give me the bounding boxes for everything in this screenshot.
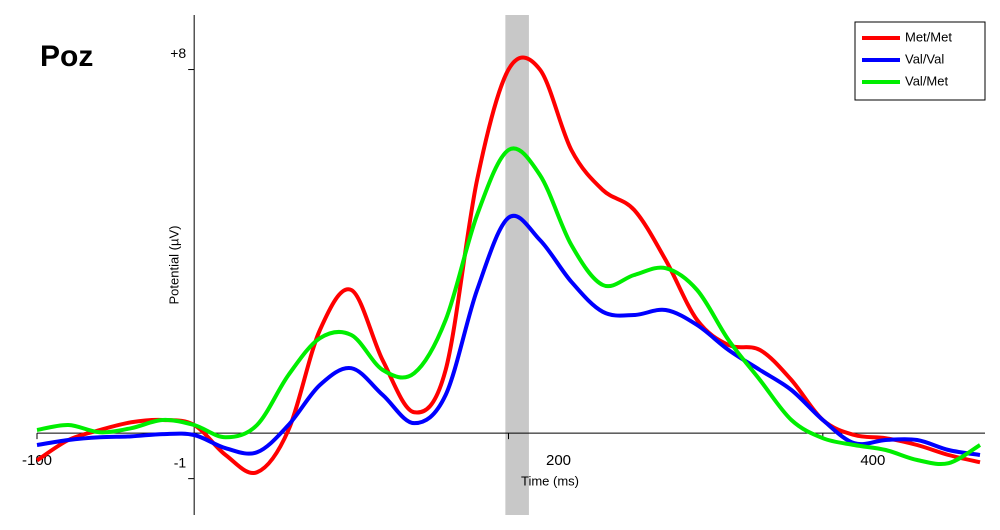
x-axis-label: Time (ms) [521,473,579,488]
legend-label: Val/Val [905,51,944,66]
y-tick-label: -1 [174,454,187,470]
shaded-band [505,15,529,515]
series-line [36,146,982,467]
series-line [36,213,981,457]
legend-label: Met/Met [905,29,952,44]
y-axis-label: Potential (µV) [166,225,181,304]
legend-label: Val/Met [905,73,948,88]
x-tick-label: 400 [860,452,885,469]
x-tick-label: 200 [546,452,571,469]
y-tick-label: +8 [170,45,186,61]
chart-title: Poz [40,40,93,73]
legend: Met/Met Val/Val Val/Met [854,21,986,101]
